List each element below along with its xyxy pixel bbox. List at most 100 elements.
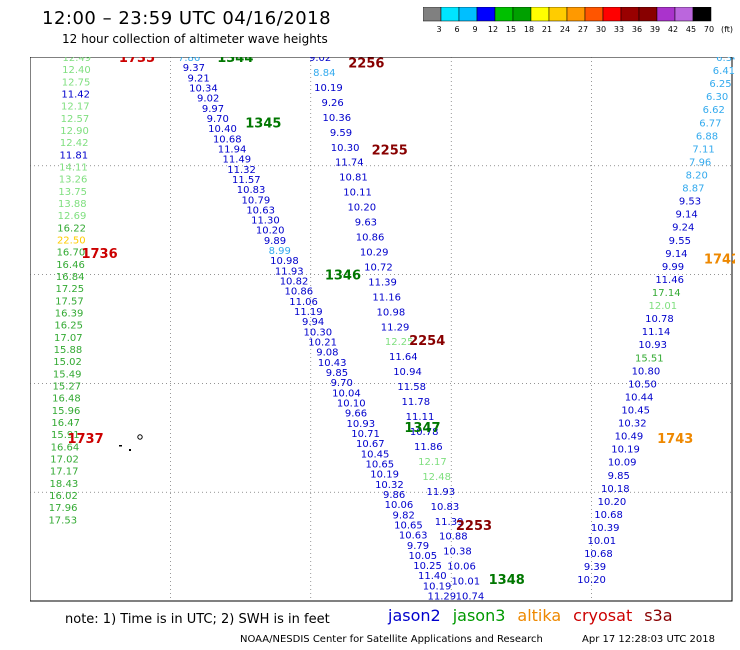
wave-height-value: 10.50 [628,379,657,390]
wave-height-value: 10.19 [370,470,399,481]
wave-height-value: 17.17 [50,467,79,478]
wave-height-value: 10.06 [385,500,414,511]
wave-height-value: 10.71 [351,429,380,440]
wave-height-value: 10.82 [280,277,309,288]
wave-height-value: 11.86 [414,442,443,453]
colorbar-swatch [423,7,442,22]
wave-height-value: 10.20 [347,203,376,214]
wave-height-value: 10.86 [284,287,313,298]
wave-height-value: 10.86 [356,233,385,244]
wave-height-value: 10.78 [645,314,674,325]
wave-height-value: 9.89 [264,236,286,247]
wave-height-value: 12.57 [61,114,90,125]
wave-height-value: 10.68 [594,510,623,521]
wave-height-value: 11.29 [428,592,457,602]
colorbar-swatch [674,7,694,22]
pass-time-label: 1348 [489,573,525,588]
wave-height-value: 17.07 [54,333,83,344]
colorbar-tick-label: 42 [668,25,678,34]
wave-height-value: 11.19 [294,307,323,318]
island-marker [137,434,143,440]
wave-height-value: 11.06 [289,297,318,308]
map-plot-area: -15-12-9-6-30-30-32-34-36-38-4012.4912.4… [30,57,735,602]
wave-height-value: 16.48 [52,394,81,405]
wave-height-value: 11.94 [218,144,247,155]
wave-height-value: 9.99 [662,262,684,273]
wave-height-value: 9.37 [183,63,205,74]
wave-height-value: 10.32 [375,480,404,491]
wave-height-value: 6.34 [716,57,735,64]
colorbar-tick-label: 6 [454,25,459,34]
wave-height-value: 8.87 [682,184,704,195]
pass-time-label: 2253 [456,519,492,534]
colorbar-tick-label: 36 [632,25,642,34]
wave-height-value: 15.51 [635,353,664,364]
pass-time-label: 1346 [325,269,361,284]
chart-title: 12:00 – 23:59 UTC 04/16/2018 [42,8,332,29]
colorbar-swatch [458,7,478,22]
wave-height-value: 16.22 [57,223,86,234]
wave-height-value: 9.63 [355,218,377,229]
wave-height-value: 10.65 [366,459,395,470]
wave-height-value: 15.88 [54,345,83,356]
wave-height-value: 7.96 [689,157,711,168]
pass-time-label: 1736 [81,247,117,262]
wave-height-value: 10.40 [208,124,237,135]
wave-height-value: 11.46 [655,275,684,286]
wave-height-value: 11.58 [397,382,426,393]
wave-height-value: 17.53 [48,515,77,526]
pass-time-label: 1737 [67,432,103,447]
wave-height-value: 8.99 [269,246,291,257]
colorbar-tick-label: 33 [614,25,624,34]
wave-height-value: 10.68 [584,549,613,560]
wave-height-value: 9.14 [675,210,697,221]
colorbar-swatch [512,7,532,22]
wave-height-value: 10.67 [356,439,385,450]
wave-height-value: 17.14 [652,288,681,299]
wave-height-value: 10.05 [408,551,437,562]
wave-height-value: 10.88 [439,532,468,543]
wave-height-value: 10.36 [322,113,351,124]
color-scale-bar: 3 6 9 12 15 18 21 24 27 30 33 36 39 42 45 70 (ft) [423,7,733,34]
wave-height-value: 11.64 [389,352,418,363]
map-frame [30,57,733,602]
pass-time-label: 2255 [372,143,408,158]
wave-height-value: 9.85 [326,368,348,379]
wave-height-value: 9.02 [197,94,219,105]
wave-height-value: 8.84 [313,68,335,79]
colorbar-swatch [656,7,676,22]
wave-height-value: 10.63 [399,531,428,542]
wave-height-value: 7.11 [692,144,714,155]
wave-height-value: 9.08 [316,348,338,359]
pass-time-label: 2254 [409,334,445,349]
wave-height-value: 10.21 [308,338,337,349]
wave-height-value: 9.14 [665,249,687,260]
wave-height-value: 16.47 [51,418,80,429]
wave-height-value: 6.62 [703,105,725,116]
wave-height-value: 9.94 [302,317,324,328]
colorbar-swatch [476,7,496,22]
wave-height-value: 6.25 [709,79,731,90]
colorbar-swatch [566,7,586,22]
wave-height-value: 8.20 [686,171,708,182]
wave-height-value: 10.49 [615,432,644,443]
colorbar-swatch [548,7,568,22]
legend-item-jason2: jason2 [388,606,441,625]
wave-height-value: 11.39 [435,517,464,528]
wave-height-value: 10.79 [242,195,271,206]
wave-height-value: 16.25 [54,321,83,332]
wave-height-value: 10.10 [337,398,366,409]
wave-height-value: 9.39 [584,562,606,573]
wave-height-value: 9.70 [331,378,353,389]
wave-height-value: 10.39 [591,523,620,534]
wave-height-value: 9.02 [309,57,331,64]
wave-height-value: 11.49 [222,155,251,166]
colorbar-swatch [638,7,658,22]
wave-height-value: 15.02 [53,357,82,368]
pass-time-label: 1344 [217,57,253,66]
colorbar-tick-label: 27 [578,25,588,34]
wave-height-value: 11.32 [227,165,256,176]
wave-height-value: 13.75 [58,187,87,198]
satellite-legend: jason2 jason3 altika cryosat s3a [388,606,685,625]
colorbar-tick-label: 70 [704,25,714,34]
